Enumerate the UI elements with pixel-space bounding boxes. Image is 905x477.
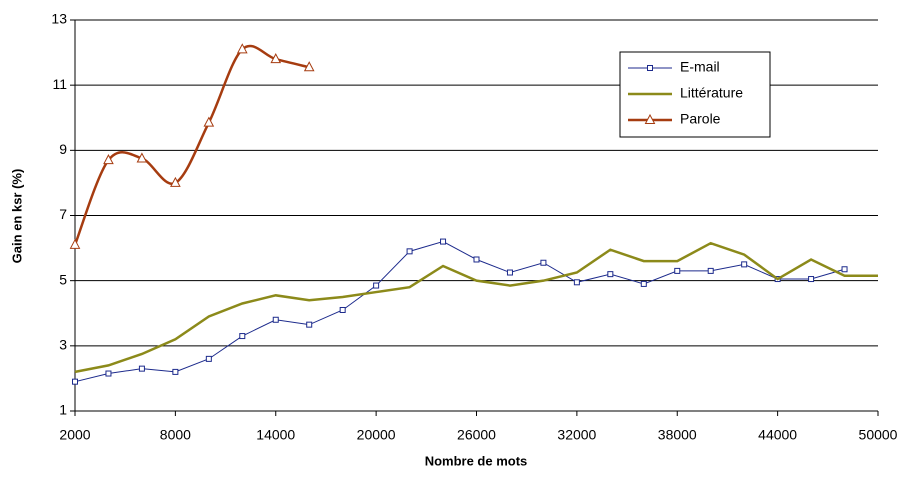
- x-tick-label: 44000: [758, 427, 797, 443]
- point: [239, 333, 246, 340]
- x-axis-label: Nombre de mots: [425, 453, 528, 468]
- point: [674, 267, 681, 274]
- y-tick-label: 7: [59, 206, 67, 222]
- line: [74, 241, 878, 374]
- point: [540, 259, 547, 266]
- y-tick-label: 13: [51, 11, 67, 27]
- point: [205, 355, 212, 362]
- x-tick-label: 2000: [59, 427, 90, 443]
- legend-label: Littérature: [680, 85, 743, 101]
- x-tick-label: 38000: [658, 427, 697, 443]
- point: [339, 306, 346, 313]
- x-tick-label: 14000: [256, 427, 295, 443]
- point: [841, 266, 848, 273]
- x-tick-label: 32000: [557, 427, 596, 443]
- point: [644, 113, 656, 124]
- point: [440, 238, 447, 245]
- point: [72, 378, 78, 385]
- point: [607, 271, 614, 278]
- point: [573, 279, 580, 286]
- point: [172, 368, 179, 375]
- point: [808, 276, 815, 283]
- point: [272, 316, 279, 323]
- point: [306, 321, 313, 328]
- point: [373, 282, 380, 289]
- point: [203, 116, 215, 127]
- point: [640, 280, 647, 287]
- x-tick-label: 8000: [160, 427, 191, 443]
- point: [236, 43, 248, 54]
- point: [303, 61, 315, 72]
- point: [741, 261, 748, 268]
- x-tick-label: 50000: [859, 427, 898, 443]
- point: [105, 370, 112, 377]
- point: [473, 256, 480, 263]
- y-tick-label: 9: [59, 141, 67, 157]
- y-tick-label: 1: [59, 402, 67, 418]
- legend-label: Parole: [680, 111, 721, 127]
- point: [170, 176, 181, 187]
- point: [707, 267, 714, 274]
- point: [138, 365, 145, 372]
- y-tick-label: 3: [59, 337, 67, 353]
- line: [73, 44, 310, 246]
- point: [647, 65, 653, 71]
- legend-label: E-mail: [680, 59, 720, 75]
- point: [506, 269, 513, 276]
- y-tick-label: 11: [52, 76, 67, 92]
- line: [74, 241, 845, 383]
- x-tick-label: 26000: [457, 427, 496, 443]
- x-tick-label: 20000: [357, 427, 396, 443]
- point: [270, 53, 282, 64]
- point: [103, 154, 114, 165]
- point: [69, 238, 81, 249]
- y-axis-label: Gain en ksr (%): [9, 169, 24, 264]
- point: [406, 248, 413, 255]
- y-tick-label: 5: [59, 271, 67, 287]
- point: [136, 152, 148, 163]
